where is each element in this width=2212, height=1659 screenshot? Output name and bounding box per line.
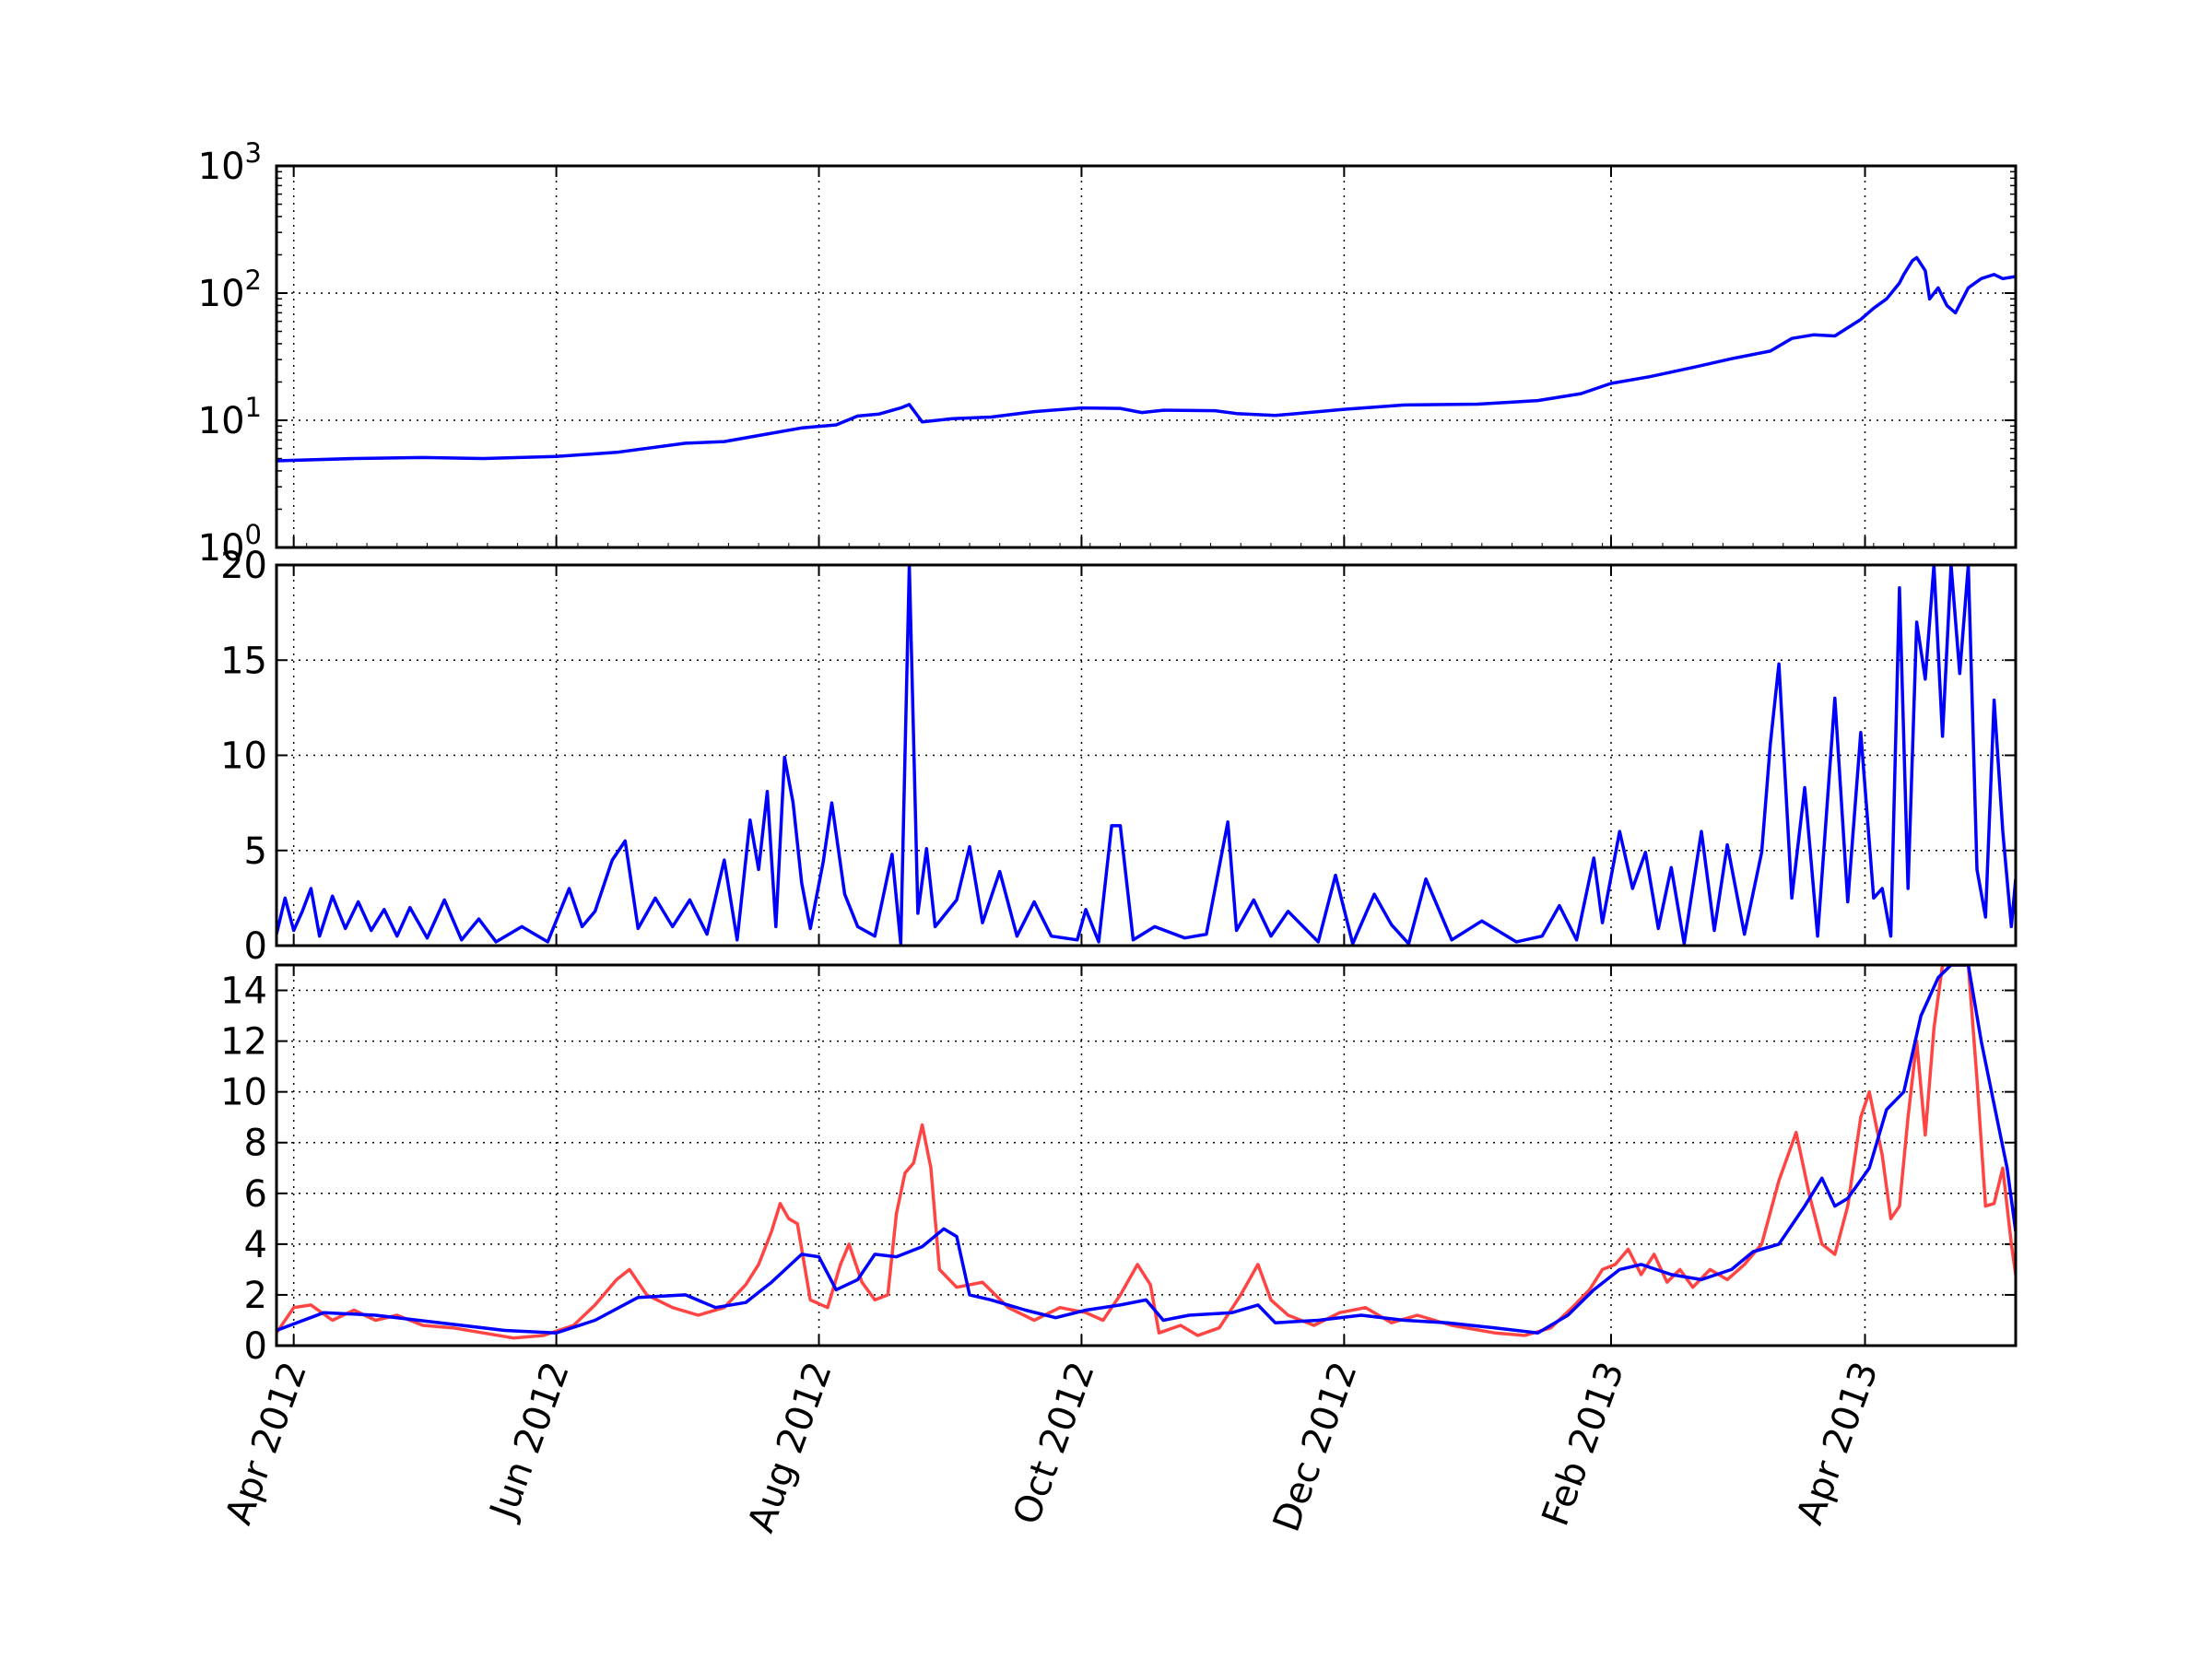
smoothed-axes-frame: [275, 963, 2018, 1347]
smoothed-tick-marks: [276, 965, 2016, 1347]
x-tick-label: Feb 2013: [1535, 1357, 1633, 1532]
price-log-panel: 100 101 102 103: [198, 137, 2018, 570]
x-tick-label: Apr 2012: [218, 1357, 315, 1530]
y-tick-label: 6: [244, 1173, 267, 1216]
y-tick-label: 101: [198, 392, 262, 442]
series-line-0: [276, 565, 2016, 946]
x-tick-label: Jun 2012: [481, 1357, 578, 1527]
price-axes-frame: [275, 164, 2018, 549]
x-tick-label: Oct 2012: [1006, 1357, 1103, 1530]
volume-y-tick-labels: 0 5 10 15 20: [220, 545, 267, 968]
y-tick-label: 10: [220, 1072, 267, 1114]
y-tick-label: 0: [244, 1325, 267, 1368]
volume-axes-frame: [275, 563, 2018, 947]
x-tick-label: Dec 2012: [1265, 1357, 1366, 1537]
x-tick-label: Apr 2013: [1789, 1357, 1887, 1530]
series-line-0: [276, 965, 2016, 1340]
x-tick-label: Aug 2012: [740, 1357, 841, 1538]
price-series: [276, 255, 2016, 463]
smoothed-gridlines: [276, 965, 2016, 1346]
y-tick-label: 4: [244, 1224, 267, 1266]
y-tick-label: 12: [220, 1021, 267, 1064]
volume-plot-area: [276, 565, 2016, 946]
smoothed-plot-area: [276, 965, 2016, 1346]
y-tick-label: 102: [198, 265, 262, 315]
price-y-tick-labels: 100 101 102 103: [198, 137, 262, 570]
y-tick-label: 2: [244, 1275, 267, 1317]
series-line-1: [276, 965, 2016, 1335]
y-tick-label: 0: [244, 925, 267, 968]
y-tick-label: 5: [244, 830, 267, 873]
y-tick-label: 100: [198, 519, 262, 570]
y-tick-label: 8: [244, 1123, 267, 1165]
series-line-0: [276, 255, 2016, 463]
y-tick-label: 15: [220, 640, 267, 682]
date-x-tick-labels: Apr 2012 Jun 2012 Aug 2012 Oct 2012 Dec 2012…: [218, 1357, 1887, 1538]
y-tick-label: 20: [220, 545, 267, 587]
volume-series: [276, 565, 2016, 946]
y-tick-label: 103: [198, 137, 262, 188]
smoothed-panel: 0 2 4 6 8 10 12 14 Apr 2012 Jun 2012 Aug 2012 Oct …: [218, 963, 2018, 1538]
price-gridlines: [276, 166, 2016, 547]
smoothed-y-tick-labels: 0 2 4 6 8 10 12 14: [220, 971, 267, 1368]
y-tick-label: 10: [220, 735, 267, 778]
price-plot-area: [276, 166, 2016, 547]
smoothed-series: [276, 965, 2016, 1340]
volume-panel: 0 5 10 15 20: [220, 545, 2018, 968]
y-tick-label: 14: [220, 971, 267, 1013]
